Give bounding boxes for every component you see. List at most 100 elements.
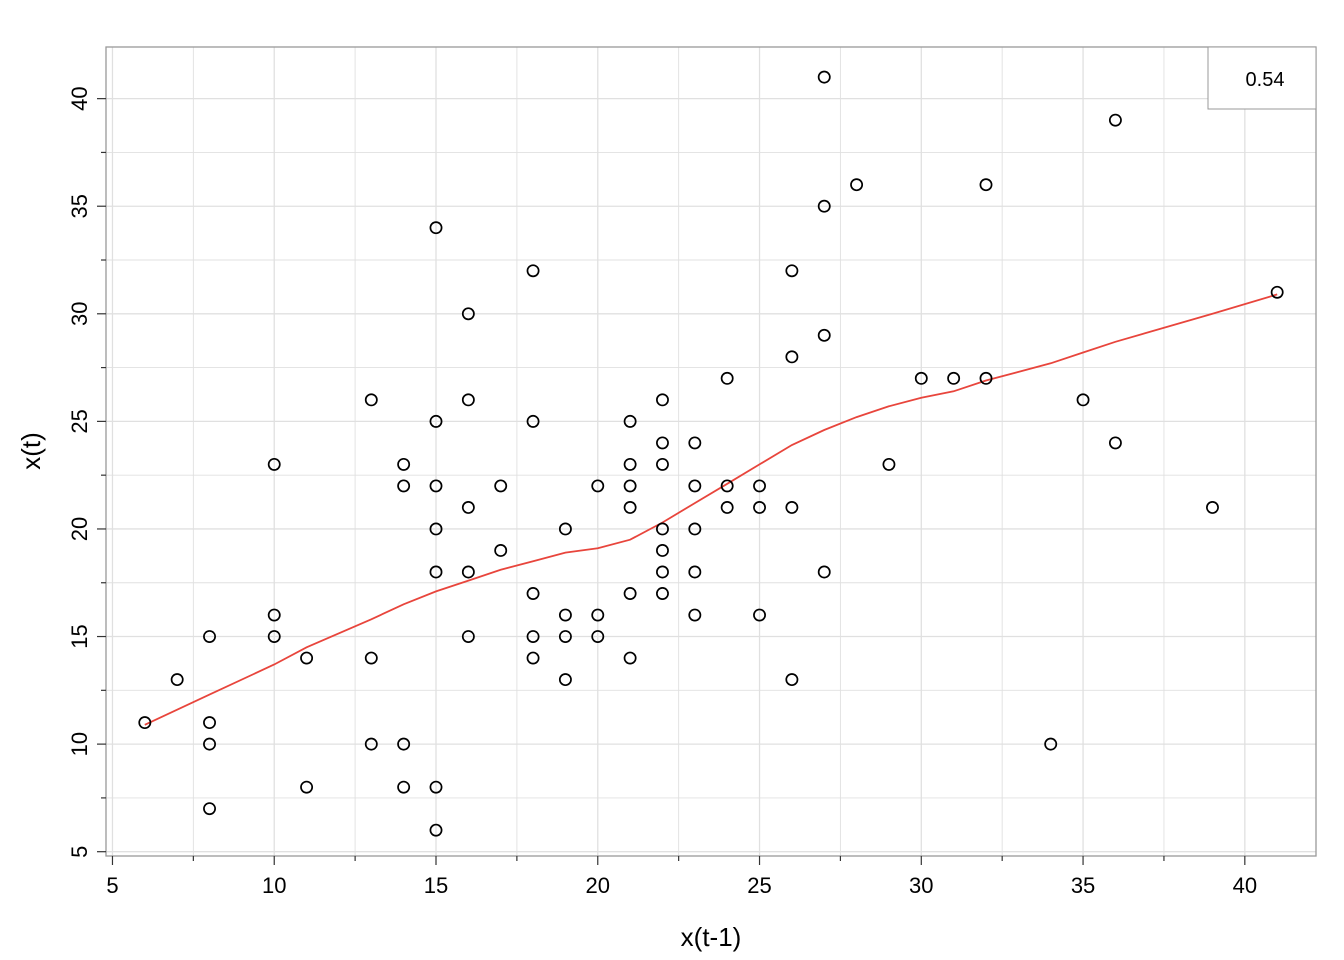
data-point xyxy=(429,479,443,493)
data-point xyxy=(461,565,475,579)
data-point xyxy=(300,780,314,794)
data-point xyxy=(817,70,831,84)
data-point xyxy=(300,651,314,665)
data-point xyxy=(817,565,831,579)
data-point xyxy=(785,350,799,364)
y-tick-label: 15 xyxy=(67,624,92,648)
data-point xyxy=(364,651,378,665)
data-point xyxy=(656,393,669,407)
data-point xyxy=(429,823,443,837)
data-point xyxy=(817,199,831,213)
data-point xyxy=(494,479,508,493)
data-point xyxy=(1108,113,1122,127)
legend: 0.54 xyxy=(1207,46,1317,110)
data-point xyxy=(656,436,669,450)
y-tick-label: 35 xyxy=(67,194,92,218)
data-point xyxy=(397,479,411,493)
data-point xyxy=(656,565,669,579)
data-point xyxy=(1108,436,1122,450)
y-axis-tick-labels: 5 10 15 20 25 30 35 40 xyxy=(67,86,92,857)
data-point xyxy=(1044,737,1058,751)
data-point xyxy=(364,393,378,407)
data-point xyxy=(1206,500,1219,514)
data-point xyxy=(656,544,669,557)
legend-box xyxy=(1207,46,1317,110)
axis-ticks xyxy=(97,98,1246,865)
data-point xyxy=(688,522,702,536)
data-point xyxy=(461,393,475,407)
data-point xyxy=(720,371,734,385)
data-point xyxy=(720,479,734,493)
data-point xyxy=(591,630,605,643)
data-point xyxy=(753,608,766,622)
data-point xyxy=(558,673,572,687)
x-tick-label: 15 xyxy=(424,873,448,898)
data-point xyxy=(785,500,799,514)
data-point xyxy=(591,479,605,493)
x-tick-label: 5 xyxy=(106,873,118,898)
data-point xyxy=(526,630,540,643)
data-point xyxy=(623,414,637,428)
smooth-line xyxy=(144,293,1278,726)
data-point xyxy=(429,414,443,428)
data-point xyxy=(623,587,637,600)
data-point xyxy=(526,587,540,600)
data-point xyxy=(429,522,443,536)
data-point xyxy=(947,371,961,385)
data-point xyxy=(979,178,993,192)
data-point xyxy=(882,457,896,471)
y-tick-label: 20 xyxy=(67,517,92,541)
x-axis-title: x(t-1) xyxy=(681,922,742,952)
data-point xyxy=(429,221,443,235)
data-point xyxy=(364,737,378,751)
data-point xyxy=(461,500,475,514)
data-point xyxy=(429,780,443,794)
x-tick-label: 30 xyxy=(909,873,933,898)
data-point xyxy=(397,737,411,751)
data-point xyxy=(656,587,669,600)
data-point xyxy=(591,608,605,622)
data-point xyxy=(656,457,669,471)
data-point xyxy=(170,673,184,687)
data-point xyxy=(785,673,799,687)
y-tick-label: 5 xyxy=(67,846,92,858)
data-point xyxy=(203,630,216,643)
data-point xyxy=(688,565,702,579)
grid-lines xyxy=(106,47,1316,856)
data-point xyxy=(203,802,216,816)
data-point xyxy=(558,630,572,643)
data-point xyxy=(138,716,152,730)
data-point xyxy=(203,716,216,730)
data-point xyxy=(785,264,799,278)
data-point xyxy=(623,500,637,514)
data-point xyxy=(526,264,540,278)
data-point xyxy=(753,479,766,493)
y-tick-label: 25 xyxy=(67,409,92,433)
data-point xyxy=(688,436,702,450)
y-axis-title: x(t) xyxy=(16,432,46,470)
data-point xyxy=(203,737,216,751)
x-tick-label: 25 xyxy=(747,873,771,898)
y-tick-label: 40 xyxy=(67,86,92,110)
data-point xyxy=(1270,285,1284,299)
data-point xyxy=(397,780,411,794)
data-point xyxy=(688,608,702,622)
data-point xyxy=(526,651,540,665)
data-points xyxy=(138,70,1284,837)
y-tick-label: 30 xyxy=(67,302,92,326)
y-tick-label: 10 xyxy=(67,732,92,756)
data-point xyxy=(720,500,734,514)
x-tick-label: 35 xyxy=(1071,873,1095,898)
data-point xyxy=(979,371,993,385)
data-point xyxy=(817,328,831,342)
data-point xyxy=(1076,393,1090,407)
data-point xyxy=(688,479,702,493)
x-tick-label: 20 xyxy=(586,873,610,898)
legend-text: 0.54 xyxy=(1246,69,1285,91)
data-point xyxy=(267,630,281,643)
data-point xyxy=(558,608,572,622)
data-point xyxy=(267,608,281,622)
x-axis-tick-labels: 5 10 15 20 25 30 35 40 xyxy=(106,873,1257,898)
x-tick-label: 10 xyxy=(262,873,286,898)
